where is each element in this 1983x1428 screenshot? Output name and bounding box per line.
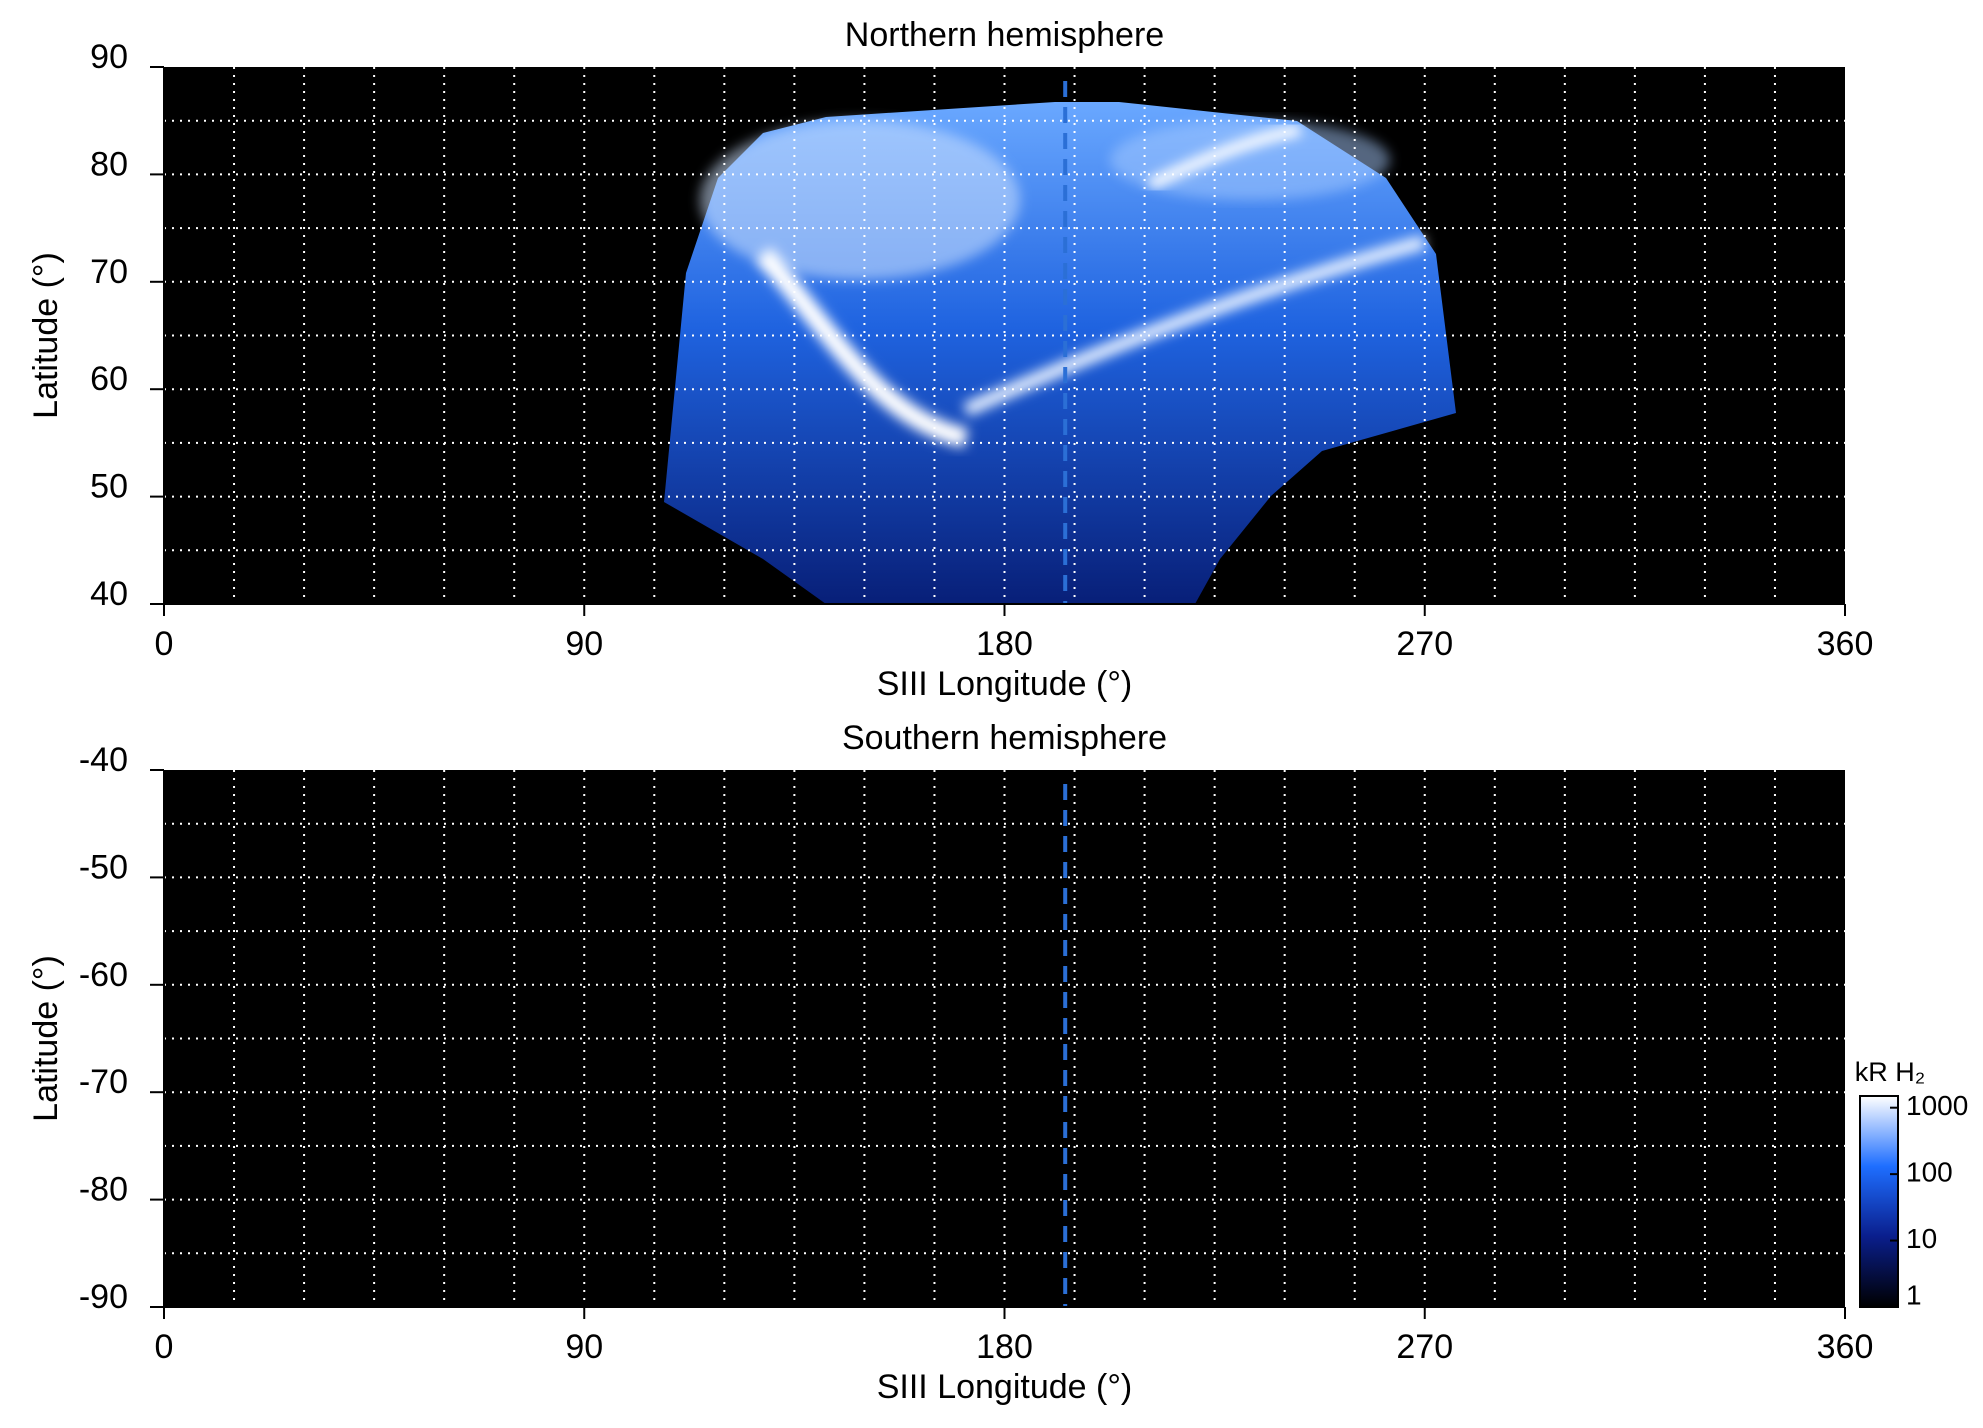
colorbar-tick-label: 1 — [1906, 1279, 1922, 1310]
x-tick-label: 270 — [1396, 1328, 1453, 1366]
colorbar — [1859, 1095, 1899, 1308]
x-tick-label: 360 — [1817, 625, 1874, 663]
y-tick-label: -90 — [79, 1278, 128, 1316]
chart-title: Southern hemisphere — [842, 719, 1167, 757]
y-tick-label: -60 — [79, 956, 128, 994]
colorbar-tick-label: 100 — [1906, 1157, 1953, 1188]
x-tick-label: 90 — [565, 1328, 603, 1366]
colorbar-tick-label: 10 — [1906, 1223, 1937, 1254]
x-tick-label: 90 — [565, 625, 603, 663]
y-tick-label: -70 — [79, 1063, 128, 1101]
colorbar-label: kR H₂ — [1855, 1057, 1925, 1087]
y-axis-label: Latitude (°) — [27, 955, 65, 1122]
y-tick-label: -50 — [79, 848, 128, 886]
y-tick-label: -40 — [79, 741, 128, 779]
colorbar-tick-label: 1000 — [1906, 1090, 1968, 1121]
y-tick-label: 90 — [90, 38, 128, 76]
y-axis-label: Latitude (°) — [27, 252, 65, 419]
x-tick-label: 0 — [155, 625, 174, 663]
y-tick-label: 50 — [90, 468, 128, 506]
x-tick-label: 270 — [1396, 625, 1453, 663]
y-tick-label: 80 — [90, 145, 128, 183]
chart-title: Northern hemisphere — [845, 16, 1164, 54]
y-tick-label: 40 — [90, 575, 128, 613]
y-tick-label: 70 — [90, 253, 128, 291]
x-tick-label: 0 — [155, 1328, 174, 1366]
x-axis-label: SIII Longitude (°) — [877, 1368, 1133, 1406]
x-tick-label: 180 — [976, 1328, 1033, 1366]
y-tick-label: -80 — [79, 1171, 128, 1209]
x-tick-label: 360 — [1817, 1328, 1874, 1366]
x-axis-label: SIII Longitude (°) — [877, 665, 1133, 703]
y-tick-label: 60 — [90, 360, 128, 398]
x-tick-label: 180 — [976, 625, 1033, 663]
